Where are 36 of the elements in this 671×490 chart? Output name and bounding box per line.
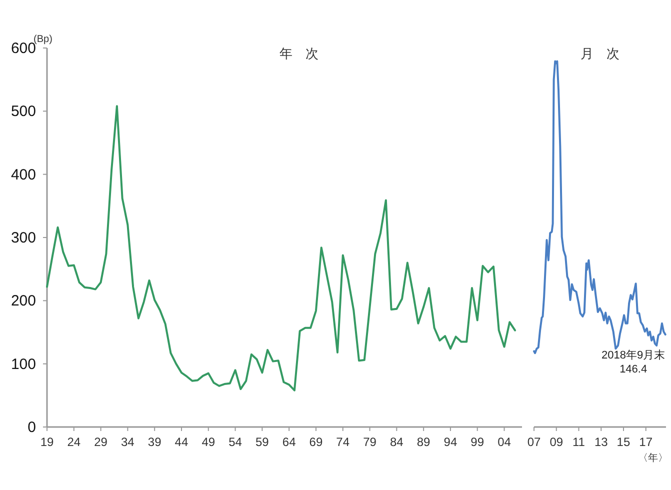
x-tick-label: 69 — [309, 435, 323, 449]
x-tick-label: 54 — [228, 435, 242, 449]
x-tick-label: 74 — [336, 435, 350, 449]
x-tick-label: 94 — [444, 435, 458, 449]
chart-title: 年 次 — [279, 46, 318, 61]
x-tick-label: 29 — [94, 435, 108, 449]
x-tick-label: 19 — [40, 435, 54, 449]
x-tick-label: 11 — [572, 435, 586, 449]
y-axis-title: (Bp) — [34, 34, 52, 45]
x-tick-label: 09 — [550, 435, 564, 449]
x-tick-label: 49 — [202, 435, 216, 449]
y-tick-label: 0 — [28, 419, 36, 436]
x-tick-label: 99 — [470, 435, 484, 449]
annotation: 2018年9月末 146.4 — [602, 348, 666, 376]
y-tick-label: 400 — [10, 166, 36, 184]
chart-title: 月 次 — [580, 46, 620, 61]
x-tick-label: 89 — [416, 435, 431, 449]
x-tick-label: 84 — [390, 435, 404, 449]
x-axis-title: 〈年〉 — [638, 452, 668, 464]
x-tick-label: 07 — [527, 435, 541, 449]
x-tick-label: 44 — [174, 435, 188, 449]
x-tick-label: 79 — [363, 435, 377, 449]
y-tick-label: 100 — [10, 356, 36, 373]
x-tick-label: 64 — [282, 435, 296, 449]
x-tick-label: 39 — [148, 435, 162, 449]
y-tick-label: 200 — [10, 292, 36, 310]
x-tick-label: 24 — [67, 435, 81, 449]
x-tick-label: 04 — [498, 435, 512, 449]
x-tick-label: 17 — [639, 435, 653, 449]
x-tick-label: 13 — [594, 435, 608, 449]
line-series — [46, 105, 516, 392]
x-tick-label: 34 — [121, 435, 135, 449]
x-tick-label: 15 — [616, 435, 630, 449]
x-tick-label: 59 — [255, 435, 270, 449]
y-tick-label: 300 — [10, 230, 36, 246]
y-tick-label: 500 — [10, 103, 36, 120]
